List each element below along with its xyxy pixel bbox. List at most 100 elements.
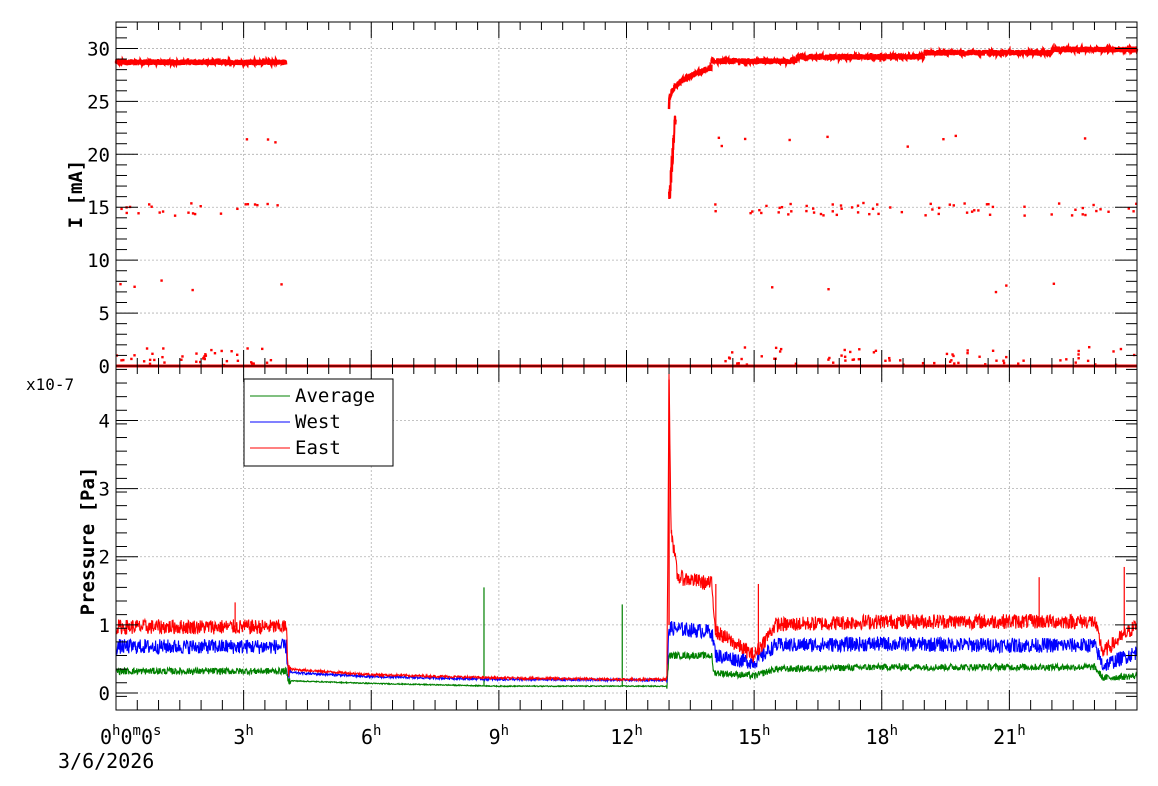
current-point <box>195 352 198 355</box>
current-point <box>191 288 194 292</box>
current-point <box>161 355 164 359</box>
current-point <box>1065 358 1068 361</box>
current-point <box>199 205 202 208</box>
current-point <box>953 362 956 365</box>
current-point <box>1023 214 1026 217</box>
current-point <box>850 206 854 209</box>
current-point <box>970 210 974 213</box>
current-point <box>148 362 152 366</box>
current-point <box>125 211 128 215</box>
current-point <box>266 138 270 141</box>
current-point <box>888 356 891 360</box>
current-point <box>872 351 876 354</box>
current-point <box>788 138 791 142</box>
legend-entry-east: East <box>295 437 341 459</box>
current-point <box>244 203 247 206</box>
current-point <box>180 358 183 361</box>
current-point <box>963 202 966 205</box>
current-point <box>1074 208 1077 211</box>
current-point <box>220 349 223 353</box>
current-point <box>133 354 136 357</box>
current-point <box>874 349 878 353</box>
current-point <box>724 359 727 363</box>
pressure-y-tick-label: 4 <box>99 410 110 432</box>
current-point <box>1119 347 1123 351</box>
current-point <box>840 207 843 210</box>
current-point <box>181 355 184 358</box>
current-point <box>210 348 213 352</box>
current-point <box>1077 357 1080 360</box>
axis-ticks <box>115 22 1137 711</box>
pressure-y-tick-label: 2 <box>99 547 110 569</box>
current-point <box>831 210 834 213</box>
current-point <box>1135 202 1138 205</box>
current-point <box>831 203 834 206</box>
pressure-plot-frame <box>115 365 1138 711</box>
axis-labels: 0h0m0s 3h 6h 9h 12h 15h 18h 21h 0 5 10 15 20 25 30 0 1 2 3… <box>87 38 1026 749</box>
current-point <box>987 202 990 206</box>
current-point <box>957 361 960 365</box>
current-point <box>1002 361 1006 365</box>
pressure-trace-east <box>115 373 1138 683</box>
current-point <box>984 363 987 366</box>
current-point <box>771 286 774 289</box>
current-point <box>977 209 980 212</box>
current-point <box>921 361 925 365</box>
current-point <box>190 202 193 205</box>
current-point <box>805 204 808 208</box>
x-tick-label: 12h <box>610 723 643 749</box>
current-point <box>148 203 151 206</box>
current-point <box>787 213 790 216</box>
current-point <box>765 204 768 208</box>
current-point <box>828 356 831 360</box>
pressure-plot-data <box>115 373 1138 689</box>
current-point <box>835 213 839 217</box>
current-point <box>743 346 747 349</box>
current-point <box>827 358 830 361</box>
pressure-y-axis-label: Pressure [Pa] <box>77 467 99 616</box>
current-point <box>774 346 778 350</box>
current-point <box>924 214 927 217</box>
pressure-exponent-label: x10-7 <box>26 375 74 394</box>
x-tick-label: 15h <box>738 723 771 749</box>
current-point <box>195 360 198 363</box>
current-point <box>274 141 277 144</box>
current-point <box>1077 353 1080 356</box>
current-point <box>906 145 909 148</box>
current-point <box>252 362 255 365</box>
current-point <box>745 363 749 366</box>
current-point <box>826 135 829 139</box>
current-point <box>714 203 717 206</box>
current-point <box>193 212 197 216</box>
current-point <box>1023 205 1026 208</box>
current-point <box>877 212 880 216</box>
current-point <box>952 204 955 207</box>
current-point <box>966 349 969 352</box>
current-point <box>1022 359 1025 362</box>
x-tick-label: 18h <box>865 723 898 749</box>
current-point <box>246 203 250 206</box>
current-point <box>888 359 891 362</box>
current-point <box>743 137 747 141</box>
current-point <box>827 288 830 291</box>
pressure-y-tick-label: 3 <box>99 479 110 501</box>
current-point <box>851 358 854 362</box>
current-point <box>203 357 206 361</box>
current-point <box>1083 137 1087 140</box>
current-point <box>246 347 249 350</box>
current-point <box>858 348 861 351</box>
current-point <box>832 361 835 364</box>
current-point <box>995 359 998 362</box>
current-point <box>985 203 989 206</box>
legend: Average West East <box>243 378 394 467</box>
current-point <box>728 357 732 360</box>
current-point <box>236 207 239 211</box>
current-point <box>805 209 808 213</box>
current-point <box>1052 282 1056 285</box>
current-point <box>929 202 932 206</box>
current-point <box>876 203 879 206</box>
current-point <box>130 357 133 361</box>
current-point <box>900 210 904 214</box>
current-point <box>778 206 781 210</box>
